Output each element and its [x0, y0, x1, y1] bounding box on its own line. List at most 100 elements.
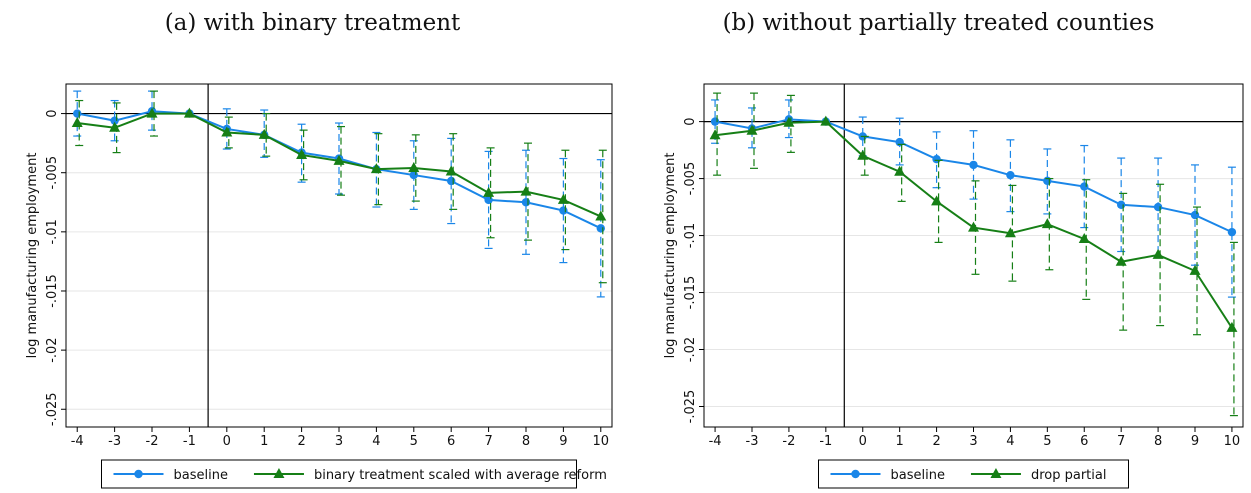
x-tick-label: 0 [859, 434, 867, 449]
x-tick-label: -1 [819, 434, 832, 449]
x-tick-label: -2 [782, 434, 795, 449]
data-point [857, 149, 869, 160]
legend-label: binary treatment scaled with average ref… [314, 468, 607, 483]
legend-label: baseline [174, 468, 228, 483]
legend-label: drop partial [1031, 468, 1107, 483]
data-point [1227, 227, 1237, 237]
x-tick-label: 9 [559, 434, 567, 449]
chart-panel-b: (b) without partially treated counties 0… [626, 0, 1251, 493]
data-point [931, 195, 943, 206]
data-point [1153, 202, 1163, 212]
data-point [596, 224, 605, 233]
y-tick-label: -.025 [683, 390, 698, 424]
data-point [445, 165, 457, 176]
y-tick-label: -.015 [683, 276, 698, 310]
x-tick-label: 5 [1043, 434, 1051, 449]
data-point [1226, 321, 1238, 332]
data-point [557, 193, 569, 204]
x-tick-label: 1 [896, 434, 904, 449]
x-tick-label: 10 [593, 434, 610, 449]
data-point [710, 117, 720, 126]
y-tick-label: -.025 [45, 392, 60, 426]
legend-label: baseline [891, 468, 945, 483]
data-point [483, 186, 495, 197]
y-tick-label: 0 [683, 117, 698, 125]
y-axis-label: log manufacturing employment [25, 153, 40, 359]
data-point [1115, 255, 1127, 266]
x-tick-label: -1 [183, 434, 196, 449]
x-tick-label: 2 [297, 434, 305, 449]
data-point [932, 155, 941, 164]
data-point [1006, 170, 1015, 180]
data-point [1078, 232, 1090, 243]
data-point [73, 109, 82, 118]
data-point [895, 137, 904, 147]
chart-panel-a: (a) with binary treatment 0 -.005 -.01 -.01… [0, 0, 625, 493]
y-tick-label: -.02 [45, 337, 60, 362]
data-point [258, 128, 270, 139]
data-point [1116, 200, 1126, 209]
x-tick-label: 3 [969, 434, 977, 449]
data-point [820, 115, 832, 126]
data-point [146, 107, 158, 118]
data-point [559, 206, 568, 215]
data-point [484, 195, 493, 205]
x-tick-label: 5 [410, 434, 418, 449]
x-tick-label: -4 [71, 434, 84, 449]
chart-title: (a) with binary treatment [164, 10, 461, 36]
data-point [969, 160, 978, 170]
y-tick-label: -.01 [683, 223, 698, 248]
chart-svg: 0 -.005 -.01 -.015 -.02 -.025 log manufacturin… [663, 83, 1244, 489]
legend-marker [134, 469, 143, 479]
data-point [221, 126, 233, 137]
data-point [446, 176, 456, 186]
legend-box [101, 459, 577, 489]
data-point [709, 129, 721, 140]
chart-title: (b) without partially treated counties [722, 10, 1155, 36]
data-point [783, 116, 795, 127]
data-point [71, 117, 83, 128]
data-point [1004, 227, 1016, 238]
x-tick-label: 9 [1191, 434, 1199, 449]
y-tick-label: -.02 [683, 337, 698, 362]
x-tick-label: 7 [1117, 434, 1125, 449]
x-tick-label: -3 [108, 434, 121, 449]
y-tick-label: -.005 [45, 156, 60, 190]
data-point [968, 221, 979, 232]
x-tick-label: 7 [484, 434, 492, 449]
data-point [183, 107, 195, 118]
y-tick-label: -.01 [45, 219, 60, 244]
data-point [1190, 210, 1200, 220]
legend-marker [851, 469, 860, 479]
data-point [370, 163, 382, 174]
x-tick-label: 6 [447, 434, 455, 449]
legend-marker [273, 468, 285, 478]
data-point [333, 154, 345, 165]
x-tick-label: 4 [1006, 434, 1014, 449]
data-point [408, 161, 420, 172]
data-point [746, 124, 758, 135]
legend-marker [990, 468, 1002, 478]
y-tick-label: -.015 [45, 274, 60, 308]
x-tick-label: -3 [746, 434, 759, 449]
x-tick-label: 3 [335, 434, 343, 449]
y-axis-label: log manufacturing employment [663, 153, 678, 359]
x-tick-label: 8 [522, 434, 530, 449]
data-point [520, 185, 532, 196]
x-tick-label: -4 [709, 434, 722, 449]
x-tick-label: 6 [1080, 434, 1088, 449]
data-point [109, 121, 121, 132]
x-tick-label: 1 [260, 434, 268, 449]
data-point [1152, 248, 1164, 259]
data-point [1189, 264, 1201, 275]
x-tick-label: 0 [223, 434, 231, 449]
data-point [595, 210, 607, 221]
x-tick-label: -2 [146, 434, 159, 449]
data-point [521, 198, 531, 207]
x-tick-label: 4 [372, 434, 380, 449]
data-point [1041, 218, 1053, 229]
chart-svg: 0 -.005 -.01 -.015 -.02 -.025 log manufacturin… [25, 83, 613, 489]
data-point [296, 148, 308, 159]
data-point [409, 170, 418, 180]
y-tick-label: -.005 [683, 162, 698, 196]
